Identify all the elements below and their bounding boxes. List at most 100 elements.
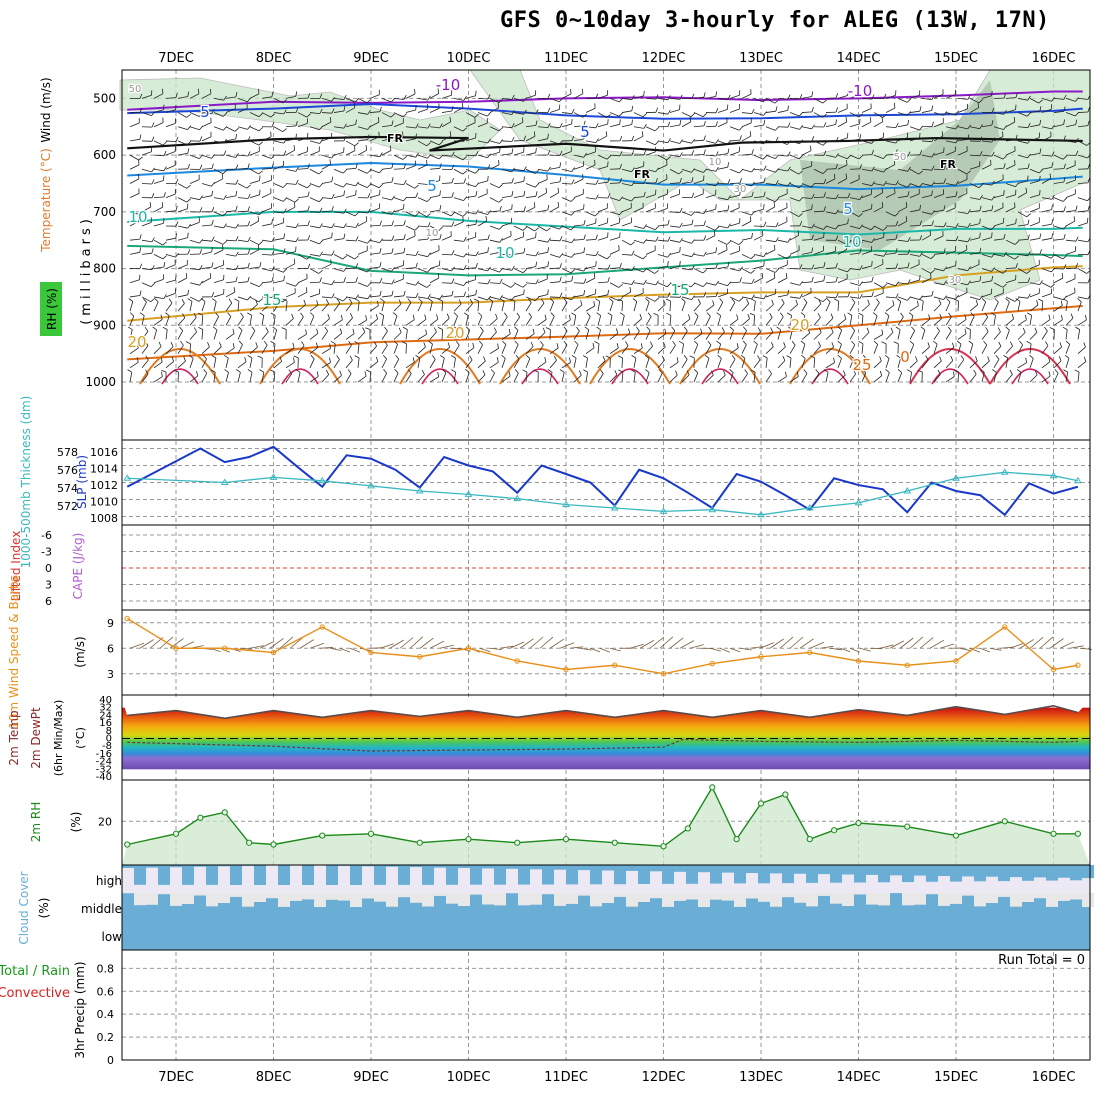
wind-barb	[297, 196, 308, 199]
wind-barb-flag	[738, 297, 743, 302]
wind-barb	[285, 318, 294, 326]
wind-barb-flag	[235, 190, 238, 196]
wind-barb	[1005, 374, 1013, 383]
wind10-speed-point	[563, 666, 569, 673]
wind-barb-flag	[859, 224, 863, 229]
wind-barb-flag	[355, 119, 357, 125]
wind-barb-flag	[871, 139, 875, 144]
wind-barb	[633, 196, 644, 199]
wind-barb-flag	[535, 279, 539, 285]
date-label-top: 11DEC	[544, 51, 588, 66]
wind-barb-flag	[535, 120, 538, 126]
wind10-barb	[719, 647, 730, 653]
wind-barb-flag	[319, 207, 323, 213]
wind-barb	[945, 112, 956, 116]
wind-barb-flag	[139, 263, 143, 269]
wind-barb-flag	[144, 341, 149, 346]
isotherm-label: -10	[436, 76, 461, 94]
wind-barb-flag	[715, 121, 718, 127]
wind-barb	[489, 225, 500, 230]
wind-barb	[825, 267, 837, 269]
wind-barb	[381, 252, 392, 255]
wind-barb-flag	[1062, 197, 1067, 202]
wind-barb-flag	[158, 341, 162, 347]
wind-barb-flag	[379, 290, 382, 297]
wind-barb	[549, 181, 560, 184]
wind-barb-flag	[559, 236, 563, 241]
wind10-barb	[679, 640, 695, 649]
wind-barb-flag	[199, 207, 203, 213]
wind-barb	[705, 168, 716, 172]
wind-barb	[789, 183, 800, 189]
wind-barb	[1077, 372, 1080, 383]
wind-barb-flag	[742, 326, 747, 331]
wind-barb-flag	[1034, 370, 1038, 376]
wind-barb-flag	[943, 295, 947, 300]
cloud-high-bar	[986, 865, 998, 877]
wind-barb-flag	[391, 210, 395, 215]
wind-barb-flag	[211, 219, 214, 226]
wind-barb	[285, 282, 296, 287]
dewpoint-line	[127, 738, 1078, 752]
wind-barb-flag	[667, 109, 671, 115]
wind-barb-flag	[955, 191, 958, 197]
wind-barb	[753, 277, 763, 284]
wind-barb	[1065, 165, 1076, 170]
wind-barb	[861, 225, 872, 231]
wind-barb	[177, 237, 188, 241]
wind-barb-flag	[866, 327, 870, 333]
wind-barb-flag	[267, 299, 270, 305]
thickness-marker	[659, 507, 668, 514]
wind-barb	[753, 97, 764, 103]
wind-barb-flag	[1015, 134, 1018, 140]
wind-barb	[633, 292, 644, 298]
wind-barb	[501, 168, 512, 173]
wind-barb	[1065, 210, 1076, 213]
wind-barb	[345, 183, 356, 187]
wind-barb	[681, 282, 692, 288]
wind-barb-flag	[365, 145, 368, 151]
wind-barb	[861, 168, 872, 172]
cloud-middle-gap	[998, 893, 1010, 897]
wind-barb-flag	[837, 340, 842, 345]
wind10-barb	[289, 636, 304, 649]
wind-barb	[549, 301, 555, 312]
wind-barb-flag	[918, 298, 924, 302]
wind-barb	[141, 302, 147, 312]
wind-barb-flag	[1039, 106, 1042, 112]
wind-barb	[381, 211, 392, 215]
cloud-high-bar	[482, 865, 494, 869]
wind-barb	[1041, 301, 1044, 312]
wind-barb-flag	[451, 290, 454, 296]
wind-barb	[513, 121, 524, 128]
cloud-middle-gap	[458, 893, 470, 906]
wind-barb	[633, 112, 644, 118]
wind-barb	[249, 249, 260, 255]
wind-barb	[429, 301, 433, 312]
wind-barb-flag	[186, 184, 191, 189]
wind-barb-flag	[715, 263, 718, 269]
wind-barb-flag	[955, 110, 959, 116]
wind-barb-flag	[799, 139, 803, 144]
wind-barb-flag	[715, 108, 719, 113]
wind-barb-flag	[1039, 148, 1042, 154]
wind-barb	[429, 238, 440, 241]
wind-barb-flag	[736, 314, 739, 320]
cloud-high-bar	[206, 865, 218, 885]
wind-barb-flag	[631, 105, 634, 111]
wind-barb	[861, 315, 864, 326]
wind-barb	[321, 253, 333, 256]
wind-barb	[861, 154, 873, 156]
wind-barb	[789, 140, 800, 145]
wind-barb	[789, 211, 799, 217]
date-label-bottom: 12DEC	[642, 1070, 686, 1085]
wind-barb	[825, 124, 836, 128]
wind10-barb	[629, 643, 644, 649]
freezing-level-label: FR	[940, 158, 957, 171]
wind-barb	[825, 332, 834, 340]
wind-barb-flag	[1003, 190, 1005, 196]
wind-barb	[177, 140, 188, 146]
wind-barb-flag	[763, 120, 766, 126]
wind-barb-flag	[595, 123, 599, 128]
run-total-label: Run Total = 0	[998, 953, 1085, 968]
